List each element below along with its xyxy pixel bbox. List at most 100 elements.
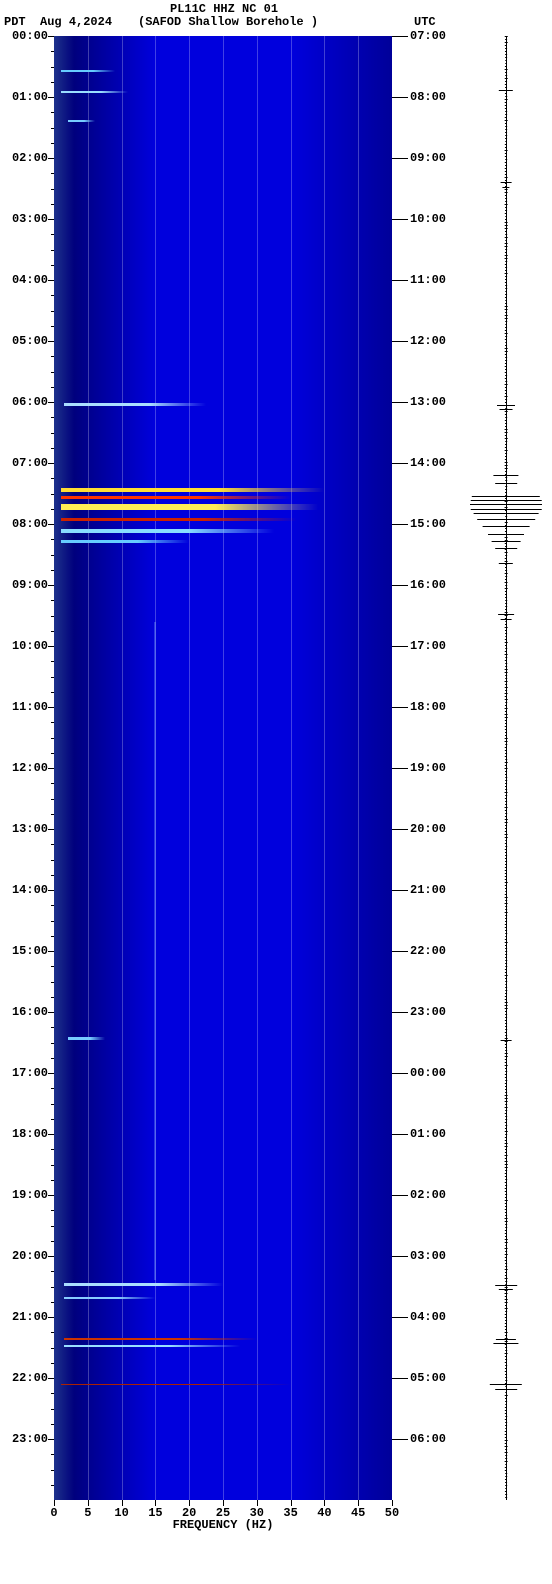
wave-noise [505,984,506,985]
wave-noise [505,1443,507,1444]
wave-noise [505,636,506,637]
wave-noise [505,1173,507,1174]
wave-noise [505,1218,508,1219]
y-tick-label-right: 14:00 [410,456,446,470]
station-code: PL11C HHZ NC 01 [170,2,278,16]
wave-noise [505,693,508,694]
tz-right-label: UTC [414,15,436,29]
wave-noise [505,1149,507,1150]
wave-noise [505,339,507,340]
wave-noise [505,741,508,742]
wave-noise [505,39,507,40]
wave-noise [505,1362,507,1363]
wave-noise [505,99,508,100]
wave-noise [505,387,507,388]
wave-noise [505,48,507,49]
wave-noise [505,225,508,226]
wave-noise [505,690,507,691]
wave-noise [505,324,506,325]
wave-noise [505,1476,507,1477]
wave-noise [505,933,507,934]
wave-spike [499,563,513,564]
y-tick-right [392,524,408,525]
wave-noise [505,216,506,217]
wave-noise [505,372,507,373]
wave-noise [505,210,507,211]
wave-noise [505,1128,507,1129]
wave-noise [505,444,507,445]
wave-noise [505,150,508,151]
spectral-event [68,1037,105,1040]
wave-noise [505,501,508,502]
wave-noise [505,1155,508,1156]
y-tick-label-right: 20:00 [410,822,446,836]
wave-noise [505,1404,506,1405]
wave-noise [505,882,508,883]
x-tick-label: 5 [84,1506,91,1520]
wave-noise [505,1395,508,1396]
wave-noise [505,1248,508,1249]
y-tick-label-left: 08:00 [12,517,48,531]
gridline-v [257,36,258,1500]
wave-noise [505,243,508,244]
wave-noise [505,612,508,613]
wave-noise [505,1485,507,1486]
wave-noise [505,1461,508,1462]
wave-noise [505,330,507,331]
wave-noise [505,1212,507,1213]
wave-noise [505,105,507,106]
wave-noise [505,915,507,916]
wave-noise [505,912,508,913]
wave-noise [505,1143,508,1144]
wave-noise [505,1158,507,1159]
x-tick-label: 30 [250,1506,264,1520]
y-tick-label-right: 22:00 [410,944,446,958]
wave-noise [505,1386,506,1387]
wave-noise [505,252,507,253]
wave-noise [505,1296,507,1297]
wave-noise [505,1353,508,1354]
y-tick-label-right: 17:00 [410,639,446,653]
wave-noise [505,1272,507,1273]
spectral-event [61,518,298,521]
wave-noise [505,1263,507,1264]
wave-noise [505,282,507,283]
wave-noise [505,369,507,370]
wave-noise [505,1017,507,1018]
y-tick-right [392,1256,408,1257]
wave-noise [505,204,508,205]
wave-noise [505,198,507,199]
spectral-event [61,540,189,543]
wave-noise [505,378,507,379]
wave-noise [505,72,507,73]
y-tick-label-right: 19:00 [410,761,446,775]
wave-noise [505,1200,508,1201]
wave-noise [505,900,507,901]
wave-noise [505,171,507,172]
wave-noise [505,1311,507,1312]
wave-noise [505,927,507,928]
wave-noise [505,738,508,739]
wave-noise [505,1005,508,1006]
wave-noise [505,294,507,295]
wave-noise [505,336,507,337]
wave-noise [505,1161,508,1162]
y-tick-right [392,1317,408,1318]
wave-noise [505,858,507,859]
wave-noise [505,447,507,448]
x-tick-label: 45 [351,1506,365,1520]
wave-noise [505,543,507,544]
wave-noise [505,591,507,592]
y-tick-label-right: 05:00 [410,1371,446,1385]
wave-noise [505,918,507,919]
wave-noise [505,822,508,823]
wave-noise [505,306,508,307]
wave-noise [505,1257,507,1258]
wave-noise [505,360,507,361]
wave-noise [505,906,507,907]
wave-noise [505,1371,507,1372]
wave-noise [505,1431,507,1432]
wave-noise [505,1062,507,1063]
wave-noise [505,621,506,622]
spectral-event [64,1283,223,1286]
